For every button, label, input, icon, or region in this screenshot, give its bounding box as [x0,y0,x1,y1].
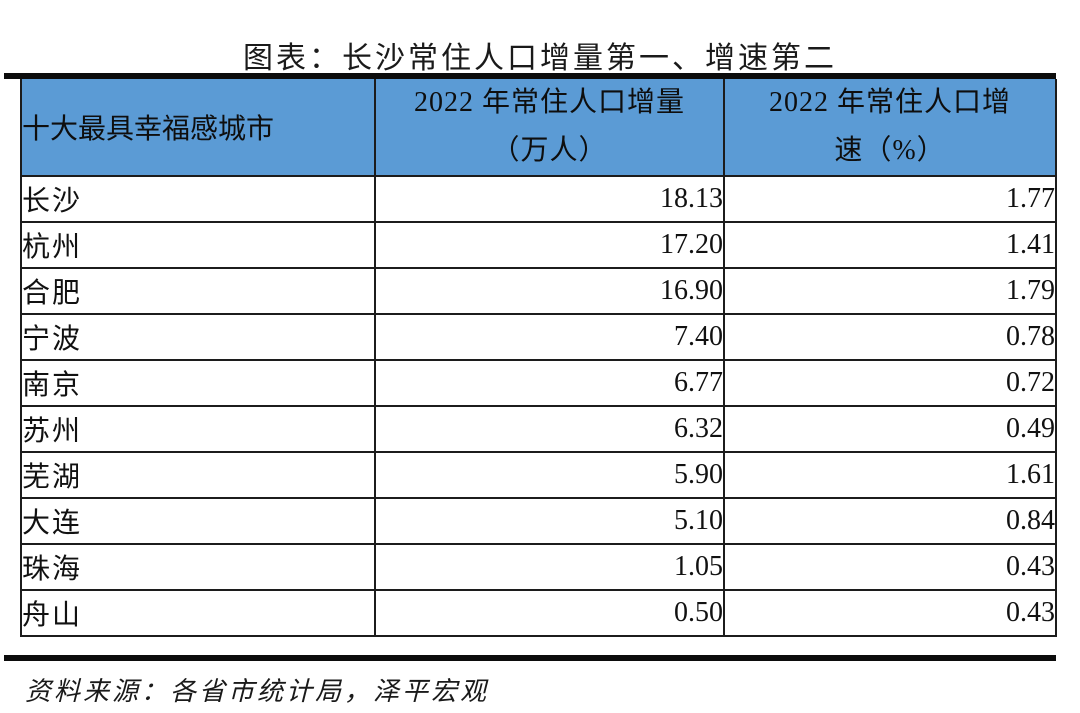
city-cell: 芜湖 [20,451,376,500]
table-row: 舟山 0.50 0.43 [20,589,1057,638]
city-cell: 南京 [20,359,376,408]
growth-cell: 0.43 [723,589,1057,638]
growth-cell: 1.61 [723,451,1057,500]
source-note: 资料来源：各省市统计局，泽平宏观 [25,677,490,706]
table-row: 苏州 6.32 0.49 [20,405,1057,454]
table-bottom-rule [4,655,1056,661]
city-cell: 杭州 [20,221,376,270]
table-row: 长沙 18.13 1.77 [20,175,1057,224]
table-top-rule [4,73,1056,79]
table-row: 合肥 16.90 1.79 [20,267,1057,316]
city-cell: 珠海 [20,543,376,592]
increment-cell: 18.13 [374,175,725,224]
increment-cell: 6.77 [374,359,725,408]
table-row: 南京 6.77 0.72 [20,359,1057,408]
table-row: 宁波 7.40 0.78 [20,313,1057,362]
increment-cell: 1.05 [374,543,725,592]
city-cell: 长沙 [20,175,376,224]
table-row: 珠海 1.05 0.43 [20,543,1057,592]
table-header-row: 十大最具幸福感城市 2022 年常住人口增量 （万人） 2022 年常住人口增 … [20,79,1057,178]
increment-cell: 0.50 [374,589,725,638]
city-cell: 宁波 [20,313,376,362]
population-table: 十大最具幸福感城市 2022 年常住人口增量 （万人） 2022 年常住人口增 … [20,79,1057,638]
growth-cell: 0.84 [723,497,1057,546]
increment-cell: 6.32 [374,405,725,454]
city-cell: 苏州 [20,405,376,454]
growth-cell: 0.49 [723,405,1057,454]
header-city-column: 十大最具幸福感城市 [20,79,376,178]
table-row: 杭州 17.20 1.41 [20,221,1057,270]
growth-cell: 0.72 [723,359,1057,408]
increment-cell: 5.10 [374,497,725,546]
table-row: 大连 5.10 0.84 [20,497,1057,546]
city-cell: 舟山 [20,589,376,638]
header-growth-column: 2022 年常住人口增 速（%） [723,79,1057,178]
chart-title: 图表：长沙常住人口增量第一、增速第二 [243,42,837,75]
growth-cell: 0.78 [723,313,1057,362]
city-cell: 大连 [20,497,376,546]
growth-cell: 1.77 [723,175,1057,224]
growth-cell: 0.43 [723,543,1057,592]
increment-cell: 7.40 [374,313,725,362]
increment-cell: 16.90 [374,267,725,316]
increment-cell: 5.90 [374,451,725,500]
increment-cell: 17.20 [374,221,725,270]
city-cell: 合肥 [20,267,376,316]
growth-cell: 1.41 [723,221,1057,270]
table-row: 芜湖 5.90 1.61 [20,451,1057,500]
header-increment-column: 2022 年常住人口增量 （万人） [374,79,725,178]
growth-cell: 1.79 [723,267,1057,316]
